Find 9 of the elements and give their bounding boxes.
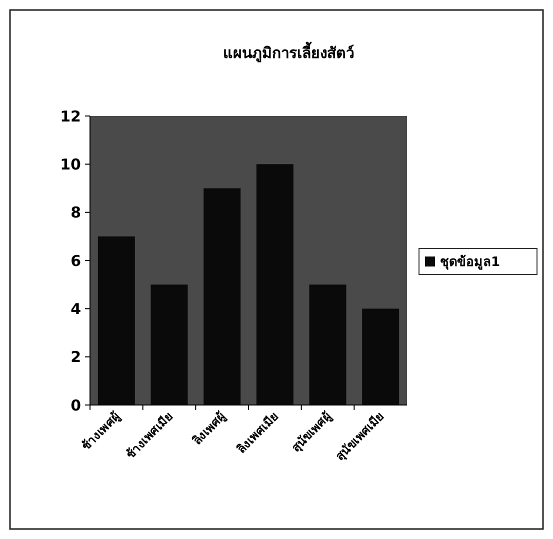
y-tick-label: 6 bbox=[70, 252, 81, 270]
y-tick-label: 2 bbox=[70, 348, 81, 366]
legend-label: ชุดข้อมูล1 bbox=[440, 254, 500, 270]
y-tick-label: 12 bbox=[60, 107, 81, 126]
y-tick-label: 4 bbox=[70, 300, 81, 318]
chart-title: แผนภูมิการเลี้ยงสัตว์ bbox=[223, 41, 354, 63]
y-tick-label: 8 bbox=[70, 204, 81, 222]
y-tick-label: 0 bbox=[70, 396, 81, 414]
y-tick-label: 10 bbox=[60, 155, 81, 174]
